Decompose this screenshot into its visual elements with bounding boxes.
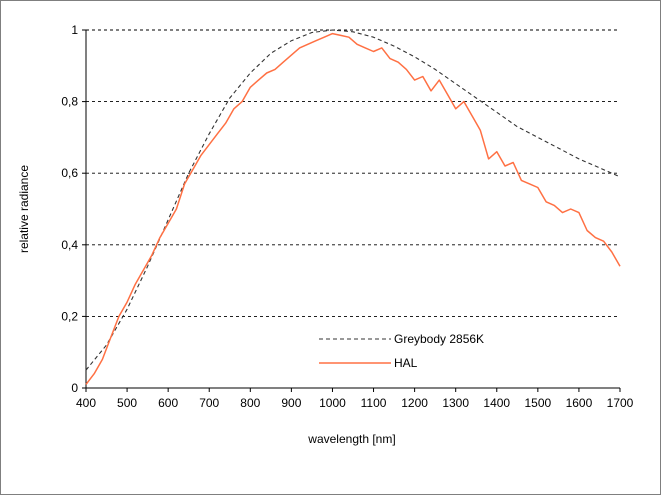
series-layer <box>85 29 621 385</box>
x-tick-label: 1600 <box>566 396 593 410</box>
legend: Greybody 2856K HAL <box>319 332 484 370</box>
legend-label-greybody: Greybody 2856K <box>394 332 484 346</box>
x-tick-label: 1000 <box>319 396 346 410</box>
grid <box>86 29 620 317</box>
x-tick-label: 1500 <box>524 396 551 410</box>
y-axis-title: relative radiance <box>17 165 31 253</box>
x-tick-label: 1400 <box>483 396 510 410</box>
x-tick-label: 1300 <box>442 396 469 410</box>
x-tick-label: 700 <box>199 396 219 410</box>
y-tick-label: 0 <box>71 381 78 395</box>
x-tick-label: 600 <box>158 396 178 410</box>
x-tick-label: 400 <box>76 396 96 410</box>
x-tick-label: 500 <box>117 396 137 410</box>
x-tick-label: 1200 <box>401 396 428 410</box>
y-tick-label: 0,8 <box>61 95 78 109</box>
x-tick-label: 900 <box>281 396 301 410</box>
y-tick-label: 0,2 <box>61 309 78 323</box>
series-line-hal <box>85 32 621 385</box>
x-tick-label: 800 <box>240 396 260 410</box>
y-tick-label: 0,6 <box>61 166 78 180</box>
x-axis-title: wavelength [nm] <box>307 432 395 446</box>
x-tick-label: 1700 <box>607 396 634 410</box>
x-tick-label: 1100 <box>361 396 387 410</box>
y-tick-label: 1 <box>71 23 78 37</box>
legend-label-hal: HAL <box>394 356 418 370</box>
series-line-greybody-2856k <box>85 29 621 371</box>
y-tick-label: 0,4 <box>61 238 78 252</box>
